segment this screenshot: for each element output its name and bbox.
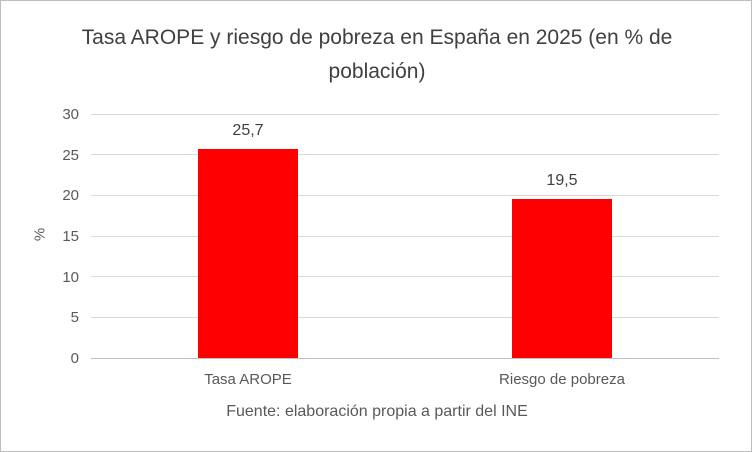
bar-tasa-arope: [198, 148, 298, 358]
gridline: [91, 154, 719, 156]
chart-caption: Fuente: elaboración propia a partir del …: [226, 403, 528, 420]
gridline: [91, 276, 719, 278]
y-tick-label: 25: [62, 146, 79, 164]
y-tick-label: 20: [62, 187, 79, 205]
gridline: [91, 194, 719, 196]
y-tick-label: 5: [70, 309, 79, 327]
y-tick-label: 10: [62, 268, 79, 286]
y-tick-label: 30: [62, 106, 79, 123]
x-category-label-tasa-arope: Tasa AROPE: [204, 371, 292, 388]
x-axis-line: [91, 357, 719, 359]
y-tick-label: 0: [70, 350, 79, 367]
bar-value-label-tasa-arope: 25,7: [232, 121, 264, 139]
gridline: [91, 235, 719, 237]
chart-title: Tasa AROPE y riesgo de pobreza en España…: [81, 26, 673, 83]
gridline: [91, 316, 719, 318]
y-tick-label: 15: [62, 228, 79, 245]
bar-value-label-riesgo-de-pobreza: 19,5: [546, 172, 578, 190]
gridline: [91, 113, 719, 115]
bar-riesgo-de-pobreza: [512, 199, 612, 358]
x-category-label-riesgo-de-pobreza: Riesgo de pobreza: [499, 371, 625, 388]
